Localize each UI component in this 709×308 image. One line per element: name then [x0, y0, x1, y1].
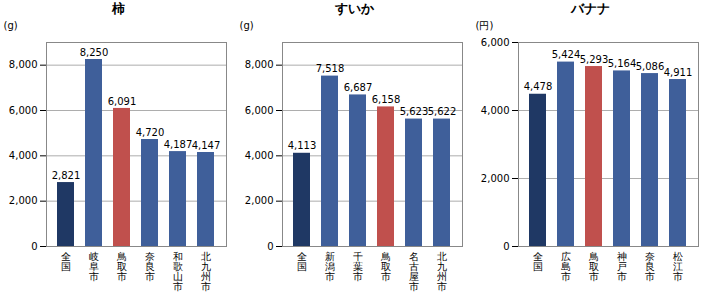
svg-text:6,158: 6,158 — [372, 94, 401, 105]
svg-text:鳥取市: 鳥取市 — [588, 251, 599, 282]
svg-text:4,478: 4,478 — [524, 81, 553, 92]
svg-text:(円): (円) — [476, 20, 494, 31]
svg-text:6,000: 6,000 — [245, 105, 274, 116]
svg-text:千葉市: 千葉市 — [353, 251, 363, 282]
svg-text:北九州市: 北九州市 — [201, 251, 211, 292]
svg-text:7,518: 7,518 — [316, 63, 345, 74]
svg-text:4,147: 4,147 — [192, 140, 221, 151]
svg-text:4,911: 4,911 — [664, 67, 693, 78]
svg-text:奈良市: 奈良市 — [145, 251, 155, 282]
svg-text:全国: 全国 — [533, 251, 543, 272]
svg-text:5,622: 5,622 — [428, 106, 457, 117]
svg-text:新潟市: 新潟市 — [325, 251, 335, 282]
svg-text:0: 0 — [31, 241, 37, 252]
svg-text:6,687: 6,687 — [344, 82, 373, 93]
svg-text:2,000: 2,000 — [9, 195, 38, 206]
svg-text:神戸市: 神戸市 — [617, 251, 627, 282]
svg-text:(g): (g) — [4, 20, 18, 31]
svg-text:松江市: 松江市 — [673, 251, 683, 282]
html-text:柿: 柿 — [111, 1, 125, 16]
svg-text:5,086: 5,086 — [636, 61, 665, 72]
svg-text:6,000: 6,000 — [481, 37, 510, 48]
svg-text:鳥取市: 鳥取市 — [116, 251, 127, 282]
svg-text:名古屋市: 名古屋市 — [409, 251, 419, 292]
svg-text:和歌山市: 和歌山市 — [173, 251, 183, 292]
svg-text:奈良市: 奈良市 — [645, 251, 655, 282]
svg-text:4,000: 4,000 — [245, 150, 274, 161]
svg-text:4,000: 4,000 — [9, 150, 38, 161]
svg-text:岐阜市: 岐阜市 — [89, 251, 99, 282]
svg-text:(g): (g) — [240, 20, 254, 31]
svg-text:全国: 全国 — [61, 251, 71, 272]
svg-text:0: 0 — [503, 241, 509, 252]
html-text:バナナ: バナナ — [570, 1, 610, 16]
svg-text:6,000: 6,000 — [9, 105, 38, 116]
svg-text:8,250: 8,250 — [80, 47, 109, 58]
svg-text:鳥取市: 鳥取市 — [380, 251, 391, 282]
svg-text:広島市: 広島市 — [561, 251, 571, 282]
svg-text:5,164: 5,164 — [608, 58, 637, 69]
svg-text:5,424: 5,424 — [552, 49, 581, 60]
svg-text:0: 0 — [267, 241, 273, 252]
svg-text:4,187: 4,187 — [164, 139, 193, 150]
svg-text:8,000: 8,000 — [245, 59, 274, 70]
svg-text:4,000: 4,000 — [481, 105, 510, 116]
svg-text:5,293: 5,293 — [580, 54, 609, 65]
svg-text:4,720: 4,720 — [136, 127, 165, 138]
svg-text:全国: 全国 — [297, 251, 307, 272]
html-text:すいか: すいか — [334, 1, 374, 16]
svg-text:5,623: 5,623 — [400, 106, 429, 117]
svg-text:北九州市: 北九州市 — [437, 251, 447, 292]
svg-text:2,000: 2,000 — [245, 195, 274, 206]
svg-text:4,113: 4,113 — [288, 140, 317, 151]
svg-text:2,821: 2,821 — [52, 170, 81, 181]
svg-text:2,000: 2,000 — [481, 173, 510, 184]
svg-text:6,091: 6,091 — [108, 96, 137, 107]
svg-text:8,000: 8,000 — [9, 59, 38, 70]
